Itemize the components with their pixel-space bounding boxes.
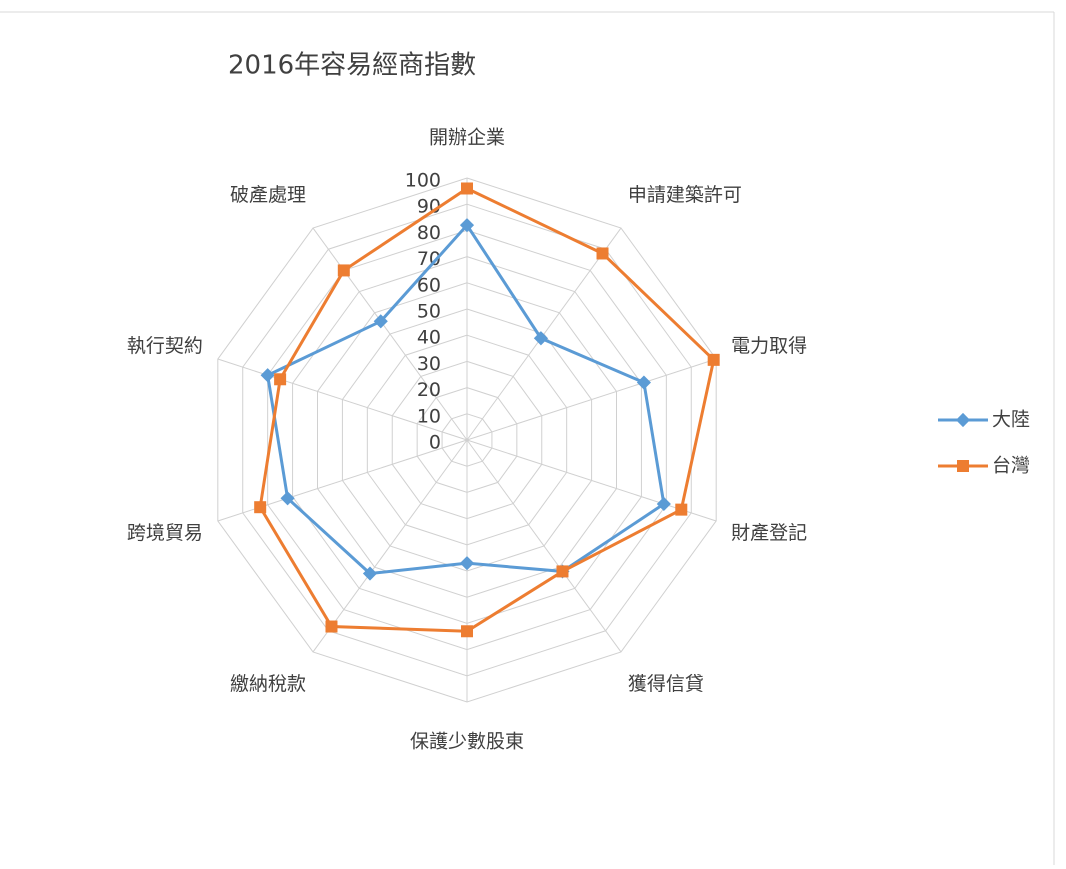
r-tick-label: 60	[417, 274, 441, 296]
r-tick-label: 20	[417, 379, 441, 401]
spoke	[466, 439, 622, 653]
spoke	[466, 439, 717, 522]
marker	[656, 496, 671, 512]
category-label: 破產處理	[230, 184, 306, 206]
spoke	[312, 439, 468, 653]
marker	[459, 556, 475, 571]
r-tick-label: 40	[417, 327, 441, 349]
category-label: 繳納稅款	[230, 673, 306, 695]
marker	[596, 247, 609, 260]
category-label: 獲得信貸	[628, 673, 704, 695]
marker	[274, 373, 287, 386]
r-tick-label: 0	[429, 432, 441, 454]
r-tick-label: 80	[417, 222, 441, 244]
category-label: 開辦企業	[429, 127, 505, 149]
marker	[707, 353, 720, 366]
spoke	[312, 227, 468, 441]
r-tick-label: 30	[417, 353, 441, 375]
marker	[362, 566, 378, 581]
r-tick-label: 100	[405, 170, 441, 192]
marker	[373, 314, 388, 329]
r-tick-label: 10	[417, 405, 441, 427]
marker	[636, 375, 651, 390]
legend-marker	[957, 460, 969, 472]
chart-title: 2016年容易經商指數	[228, 51, 476, 81]
marker	[280, 491, 295, 506]
marker	[254, 501, 267, 514]
spoke	[466, 358, 717, 441]
category-label: 跨境貿易	[127, 522, 203, 544]
legend-marker	[955, 412, 971, 428]
category-label: 執行契約	[127, 335, 203, 357]
category-label: 申請建築許可	[628, 184, 742, 206]
spoke	[217, 358, 468, 441]
marker	[461, 182, 473, 195]
r-tick-label: 90	[417, 196, 441, 218]
legend-label: 台灣	[992, 455, 1030, 477]
marker	[533, 331, 548, 346]
category-label: 財產登記	[731, 522, 807, 544]
category-label: 保護少數股東	[410, 731, 524, 753]
r-tick-label: 70	[417, 248, 441, 270]
spoke	[466, 227, 622, 441]
marker	[459, 218, 475, 233]
marker	[260, 368, 275, 383]
r-tick-label: 50	[417, 301, 441, 323]
marker	[337, 264, 350, 277]
marker	[461, 625, 473, 638]
category-label: 電力取得	[731, 335, 807, 357]
marker	[325, 620, 338, 633]
marker	[556, 565, 569, 578]
legend-label: 大陸	[992, 409, 1030, 431]
marker	[675, 503, 688, 516]
